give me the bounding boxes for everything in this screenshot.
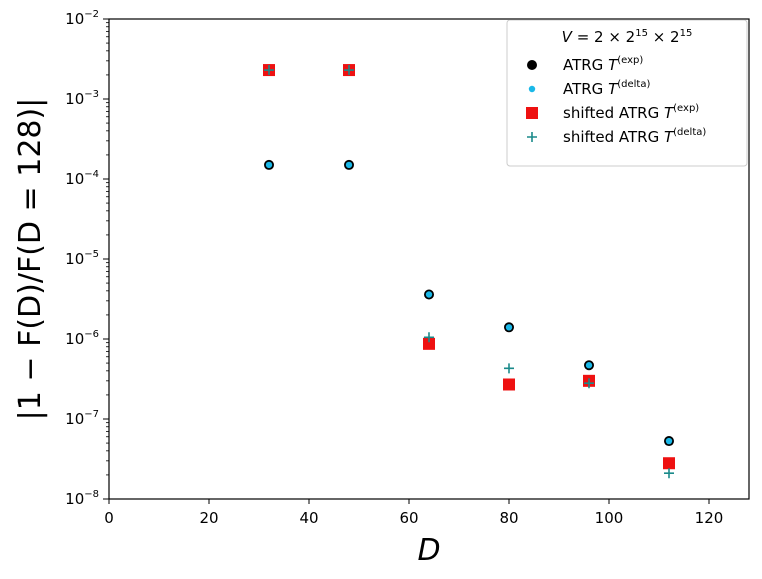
y-tick-label-6: 10−2	[65, 9, 99, 28]
data-point-s1-0	[265, 161, 273, 169]
legend-label-main-3: shifted ATRG	[563, 128, 664, 146]
legend-items: ATRG T(exp) ATRG T(delta) shifted ATRG T(e…	[526, 55, 706, 146]
x-tick-label-0: 0	[104, 509, 114, 527]
data-point-s3-4	[584, 378, 594, 389]
series-1	[265, 161, 673, 445]
data-point-s1-3	[505, 324, 513, 331]
data-point-s3-1	[344, 65, 354, 76]
x-axis-title: D	[417, 533, 440, 568]
legend-label-main-1: ATRG	[563, 80, 608, 98]
data-point-s1-5	[665, 437, 673, 445]
legend-marker-2	[526, 107, 538, 119]
x-tick-label-100: 100	[595, 509, 624, 527]
legend-frame	[506, 19, 748, 167]
y-tick-label-3: 10−5	[65, 249, 99, 268]
legend-label-3: shifted ATRG T(delta)	[563, 127, 706, 146]
y-axis-title: |1 − F(D)/F(D = 128)|	[13, 98, 48, 421]
data-point-s2-5	[663, 457, 675, 470]
legend-label-main-0: ATRG	[563, 56, 608, 74]
x-tick-label-60: 60	[399, 509, 418, 527]
legend-label-main-2: shifted ATRG	[563, 104, 664, 122]
legend-title: V = 2 × 215 × 215	[562, 28, 693, 46]
legend-label-0: ATRG T(exp)	[563, 55, 643, 74]
series-0	[264, 159, 674, 447]
data-point-s3-5	[664, 468, 674, 479]
legend-label-1: ATRG T(delta)	[563, 79, 650, 98]
data-point-s3-2	[424, 332, 434, 343]
data-point-s3-3	[504, 363, 514, 374]
y-tick-label-5: 10−3	[65, 89, 99, 108]
y-tick-label-1: 10−7	[65, 409, 99, 428]
data-point-s2-3	[503, 378, 515, 391]
series-3	[264, 65, 674, 479]
legend-marker-1	[528, 85, 536, 93]
data-point-s3-0	[264, 65, 274, 76]
legend-label-2: shifted ATRG T(exp)	[563, 103, 699, 122]
y-tick-label-4: 10−4	[65, 169, 99, 188]
x-tick-label-80: 80	[499, 509, 518, 527]
x-tick-label-40: 40	[299, 509, 318, 527]
data-point-s1-4	[585, 362, 593, 369]
y-tick-label-2: 10−6	[65, 329, 99, 348]
data-point-s1-2	[425, 291, 433, 298]
data-point-s1-1	[345, 161, 353, 169]
legend-marker-3	[527, 132, 537, 142]
data-marks	[263, 64, 675, 479]
y-tick-label-0: 10−8	[65, 489, 99, 508]
legend-marker-0	[527, 60, 537, 70]
axis-ticks: 0 20 40 60 80 100 120 10−8 10−7 10−6 10−5 10−4 10−3 1…	[65, 9, 723, 527]
data-point-s2-2	[423, 337, 435, 350]
x-tick-label-20: 20	[199, 509, 218, 527]
legend: V = 2 × 215 × 215 ATRG T(exp) ATRG T(delt…	[506, 19, 748, 167]
x-tick-label-120: 120	[695, 509, 724, 527]
